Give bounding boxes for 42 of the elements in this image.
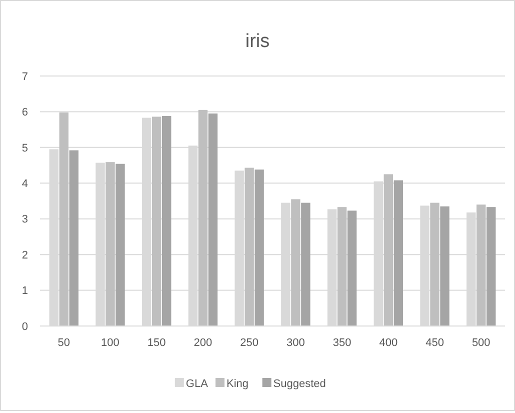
y-tick-label: 6	[22, 106, 28, 119]
x-tick-label: 50	[58, 337, 70, 349]
y-tick-label: 7	[22, 70, 28, 83]
bar	[208, 114, 218, 326]
bar	[440, 206, 450, 326]
bar	[486, 207, 496, 326]
legend-label: Suggested	[273, 378, 326, 390]
bar	[152, 116, 162, 326]
bar	[106, 162, 115, 326]
x-tick-label: 200	[194, 337, 212, 349]
x-tick-label: 100	[101, 337, 120, 349]
legend-label: King	[226, 378, 249, 390]
x-tick-label: 150	[147, 337, 166, 349]
y-tick-label: 1	[22, 285, 28, 298]
x-tick-label: 300	[286, 337, 305, 349]
bar	[116, 164, 125, 326]
bar	[347, 210, 357, 326]
bar	[198, 110, 208, 326]
bar	[69, 150, 78, 326]
legend-label: GLA	[186, 378, 209, 390]
bar	[291, 199, 300, 326]
y-tick-label: 3	[22, 214, 28, 226]
y-tick-label: 0	[22, 320, 28, 333]
bar	[244, 168, 254, 326]
x-tick-label: 500	[472, 337, 490, 349]
y-tick-label: 4	[22, 178, 28, 190]
bar	[394, 180, 404, 326]
bar	[476, 204, 486, 326]
chart-title: iris	[245, 31, 270, 52]
y-tick-label: 2	[22, 249, 28, 262]
bar	[254, 170, 264, 326]
bar	[384, 174, 394, 326]
x-tick-label: 400	[379, 337, 398, 349]
x-tick-label: 250	[240, 337, 258, 349]
bar	[430, 202, 440, 326]
bar	[162, 116, 172, 326]
y-tick-label: 5	[22, 142, 28, 154]
bar	[337, 207, 347, 326]
x-tick-label: 450	[426, 337, 444, 349]
bar	[301, 202, 310, 326]
x-tick-label: 350	[332, 337, 352, 349]
bar	[59, 112, 68, 326]
